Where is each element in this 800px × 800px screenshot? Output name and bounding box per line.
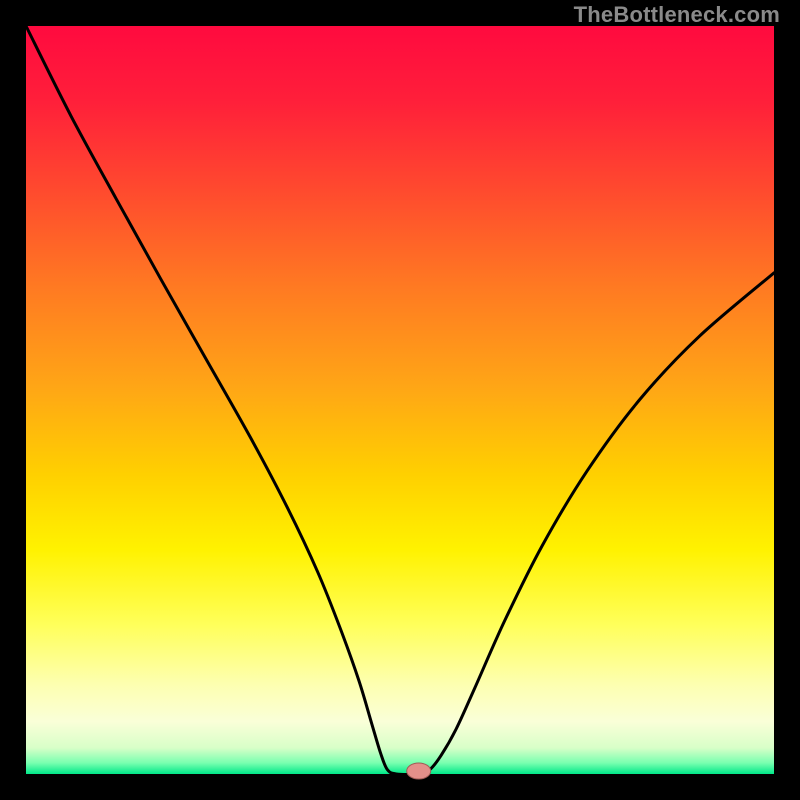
bottleneck-chart-svg bbox=[0, 0, 800, 800]
optimal-point-marker bbox=[407, 763, 431, 779]
plot-gradient-background bbox=[26, 26, 774, 774]
chart-container: TheBottleneck.com bbox=[0, 0, 800, 800]
watermark-text: TheBottleneck.com bbox=[574, 2, 780, 28]
